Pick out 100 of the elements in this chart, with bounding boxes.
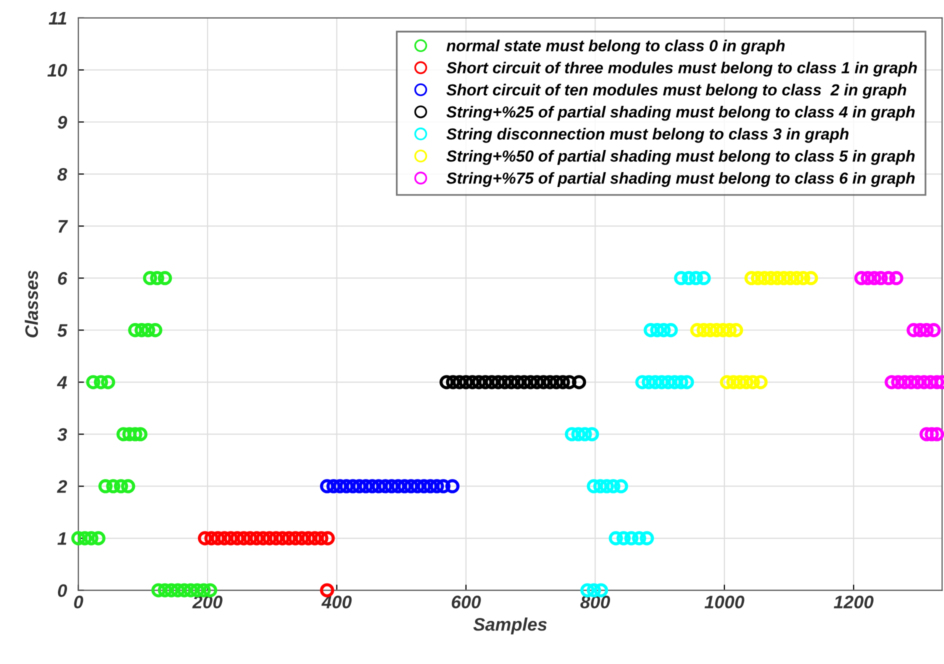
x-tick-label: 0 [74,596,84,608]
point [458,375,474,390]
y-tick-label: 10 [47,64,68,77]
point [384,479,399,494]
point [398,479,412,494]
point [484,375,499,390]
point [746,375,760,390]
point [326,479,341,494]
y-tick-label: 2 [56,480,68,493]
point [134,323,149,338]
point [320,531,335,546]
point [184,583,198,598]
point [114,479,128,494]
point [142,271,158,286]
point [498,375,512,390]
point [584,427,600,442]
point [668,375,682,390]
point [491,375,506,390]
point [716,323,730,338]
point [465,375,480,390]
point [920,427,934,442]
legend-label: String disconnection must belong to class 3 in graph [446,128,849,143]
point [262,531,277,546]
point [804,271,818,286]
point [452,375,467,390]
point [586,479,601,494]
x-tick-label: 600 [452,596,481,608]
point [275,531,290,546]
point [478,375,492,390]
point [150,271,164,286]
point [243,531,258,546]
y-tick-label: 9 [58,116,68,129]
point [674,375,688,390]
point [661,375,676,390]
point [690,323,704,338]
point [288,531,303,546]
point [204,531,219,546]
legend-label: Short circuit of three modules must belong to class 1 in graph [446,62,917,77]
y-tick-label: 7 [58,220,68,233]
y-tick-label: 4 [56,376,67,389]
point [84,531,98,546]
point [923,375,938,390]
point [578,427,592,442]
point [650,323,664,338]
point [881,271,896,286]
point [430,479,444,494]
point [889,271,904,286]
point [930,375,944,390]
point [642,375,656,390]
point [314,531,328,546]
point [78,531,92,546]
point [128,427,142,442]
point [682,271,696,286]
point [91,531,106,546]
point [656,323,671,338]
y-tick-label: 8 [57,168,68,181]
point [732,375,747,390]
point [472,375,486,390]
point [924,427,939,442]
y-axis-title: Classes [24,270,38,338]
point [230,531,244,546]
y-tick-label: 1 [57,532,66,545]
point [445,479,460,494]
point [770,271,784,286]
point [282,531,296,546]
point [301,531,316,546]
point [128,323,142,338]
point [874,271,888,286]
point [757,271,772,286]
y-tick-label: 6 [58,272,68,285]
legend-label: Short circuit of ten modules must belong to class 2 in graph [446,84,906,99]
point [796,271,810,286]
point [416,479,432,494]
point [308,531,322,546]
point [436,479,450,494]
point [133,427,148,442]
point [536,375,551,390]
point [94,375,108,390]
point [750,271,766,286]
point [926,323,941,338]
y-tick-label: 3 [57,428,68,441]
point [510,375,525,390]
point [867,271,882,286]
point [332,479,348,494]
point [562,375,576,390]
point [151,583,166,598]
point [739,375,754,390]
point [523,375,538,390]
point [217,531,232,546]
point [549,375,564,390]
point [158,271,172,286]
point [365,479,380,494]
x-tick-label: 800 [580,596,610,608]
point [764,271,778,286]
point [920,323,934,338]
point [440,375,454,390]
x-tick-label: 1000 [704,596,744,608]
point [446,375,460,390]
point [339,479,354,494]
point [504,375,518,390]
